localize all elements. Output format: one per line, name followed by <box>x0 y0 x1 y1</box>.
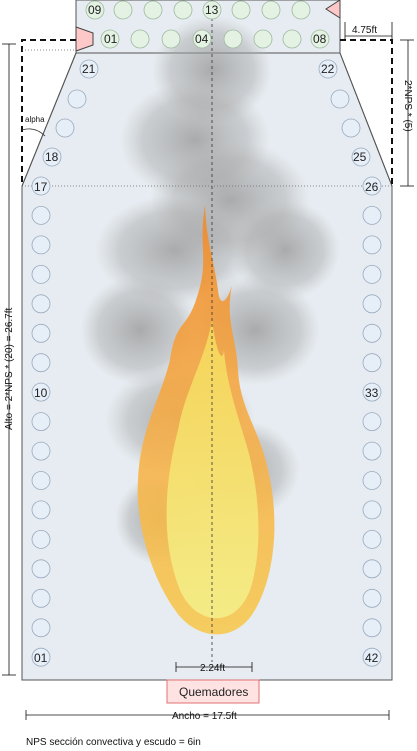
duct-flap-left <box>75 26 94 52</box>
tube-label-shield-13: 13 <box>205 3 219 17</box>
tube-label-hip-22: 22 <box>321 62 335 76</box>
radiant-tube-right <box>362 471 382 490</box>
radiant-tube-right <box>362 353 382 373</box>
duct-flap-right <box>325 0 341 19</box>
radiant-tube-left <box>31 235 51 255</box>
radiant-tubes-right <box>362 176 382 667</box>
tube-label-radiant-42: 42 <box>365 651 379 665</box>
radiant-tube-right <box>362 530 382 549</box>
nps-note: NPS sección convectiva y escudo = 6in <box>26 737 201 748</box>
tube-label-radiant-17: 17 <box>34 180 48 194</box>
burners-label: Quemadores <box>179 685 248 699</box>
radiant-tube-right <box>362 264 382 284</box>
tube-label-radiant-01: 01 <box>34 651 48 665</box>
tube-label-radiant-10: 10 <box>34 386 48 400</box>
radiant-tube-left <box>31 618 51 638</box>
radiant-height-dimension <box>2 43 16 676</box>
total-width-label: Ancho = 17.5ft <box>172 711 237 722</box>
radiant-tube-right <box>362 412 382 432</box>
radiant-height-label: Alto = 2*NPS * (20) = 26.7ft <box>4 307 15 430</box>
radiant-tube-right <box>362 176 382 196</box>
radiant-tube-right <box>362 205 382 225</box>
radiant-tube-left <box>31 264 51 284</box>
radiant-tube-right <box>362 235 382 255</box>
shield-tubes-top <box>85 0 311 20</box>
radiant-tube-right <box>362 323 382 343</box>
burner-spacing-dimension <box>175 662 253 672</box>
radiant-tube-right <box>362 647 382 667</box>
radiant-tube-right <box>362 382 382 402</box>
radiant-tube-right <box>362 500 382 520</box>
radiant-tube-left <box>31 412 51 432</box>
radiant-tube-left <box>31 176 51 196</box>
radiant-tube-left <box>31 353 51 373</box>
flame <box>137 205 275 635</box>
radiant-tube-right <box>362 618 382 638</box>
radiant-tube-right <box>362 441 382 461</box>
radiant-tube-left <box>31 294 51 314</box>
tube-label-hip-18: 18 <box>45 150 59 164</box>
tube-label-shield-01: 01 <box>104 32 118 46</box>
left-wall-outline <box>21 39 76 186</box>
radiant-tube-left <box>31 559 51 579</box>
burners-box <box>166 679 260 704</box>
tube-label-shield-08: 08 <box>313 32 327 46</box>
radiant-tube-right <box>362 588 382 608</box>
tube-label-hip-25: 25 <box>353 150 367 164</box>
radiant-tube-left <box>31 323 51 343</box>
tube-label-shield-09: 09 <box>88 3 102 17</box>
burner-spacing-label: 2.24ft <box>200 663 225 674</box>
radiant-tube-left <box>31 647 51 667</box>
radiant-tube-right <box>362 294 382 314</box>
hip-left-wall <box>21 52 77 187</box>
radiant-tube-left <box>31 382 51 402</box>
radiant-tube-left <box>31 441 51 461</box>
top-width-dimension <box>344 22 393 40</box>
radiant-tube-left <box>31 530 51 549</box>
hip-tubes-left <box>42 59 99 167</box>
radiant-tube-left <box>31 588 51 608</box>
hip-height-dimension <box>400 39 414 187</box>
alpha-label: alpha <box>25 115 45 124</box>
total-width-dimension <box>25 710 390 720</box>
tube-label-hip-21: 21 <box>82 62 96 76</box>
shield-tubes-bottom <box>100 29 330 49</box>
tube-label-radiant-33: 33 <box>365 386 379 400</box>
alpha-arc <box>21 128 46 137</box>
radiant-tube-left <box>31 471 51 490</box>
radiant-tube-left <box>31 205 51 225</box>
tube-label-shield-04: 04 <box>195 32 209 46</box>
radiant-tube-left <box>31 500 51 520</box>
hip-tubes-right <box>318 59 371 167</box>
hip-height-label: 2*NPS * (5) <box>402 80 413 132</box>
hip-right-wall <box>339 52 393 187</box>
top-width-label: 4.75ft <box>352 25 377 36</box>
radiant-tubes-left <box>31 176 51 667</box>
radiant-tube-right <box>362 559 382 579</box>
tube-label-radiant-26: 26 <box>365 180 379 194</box>
